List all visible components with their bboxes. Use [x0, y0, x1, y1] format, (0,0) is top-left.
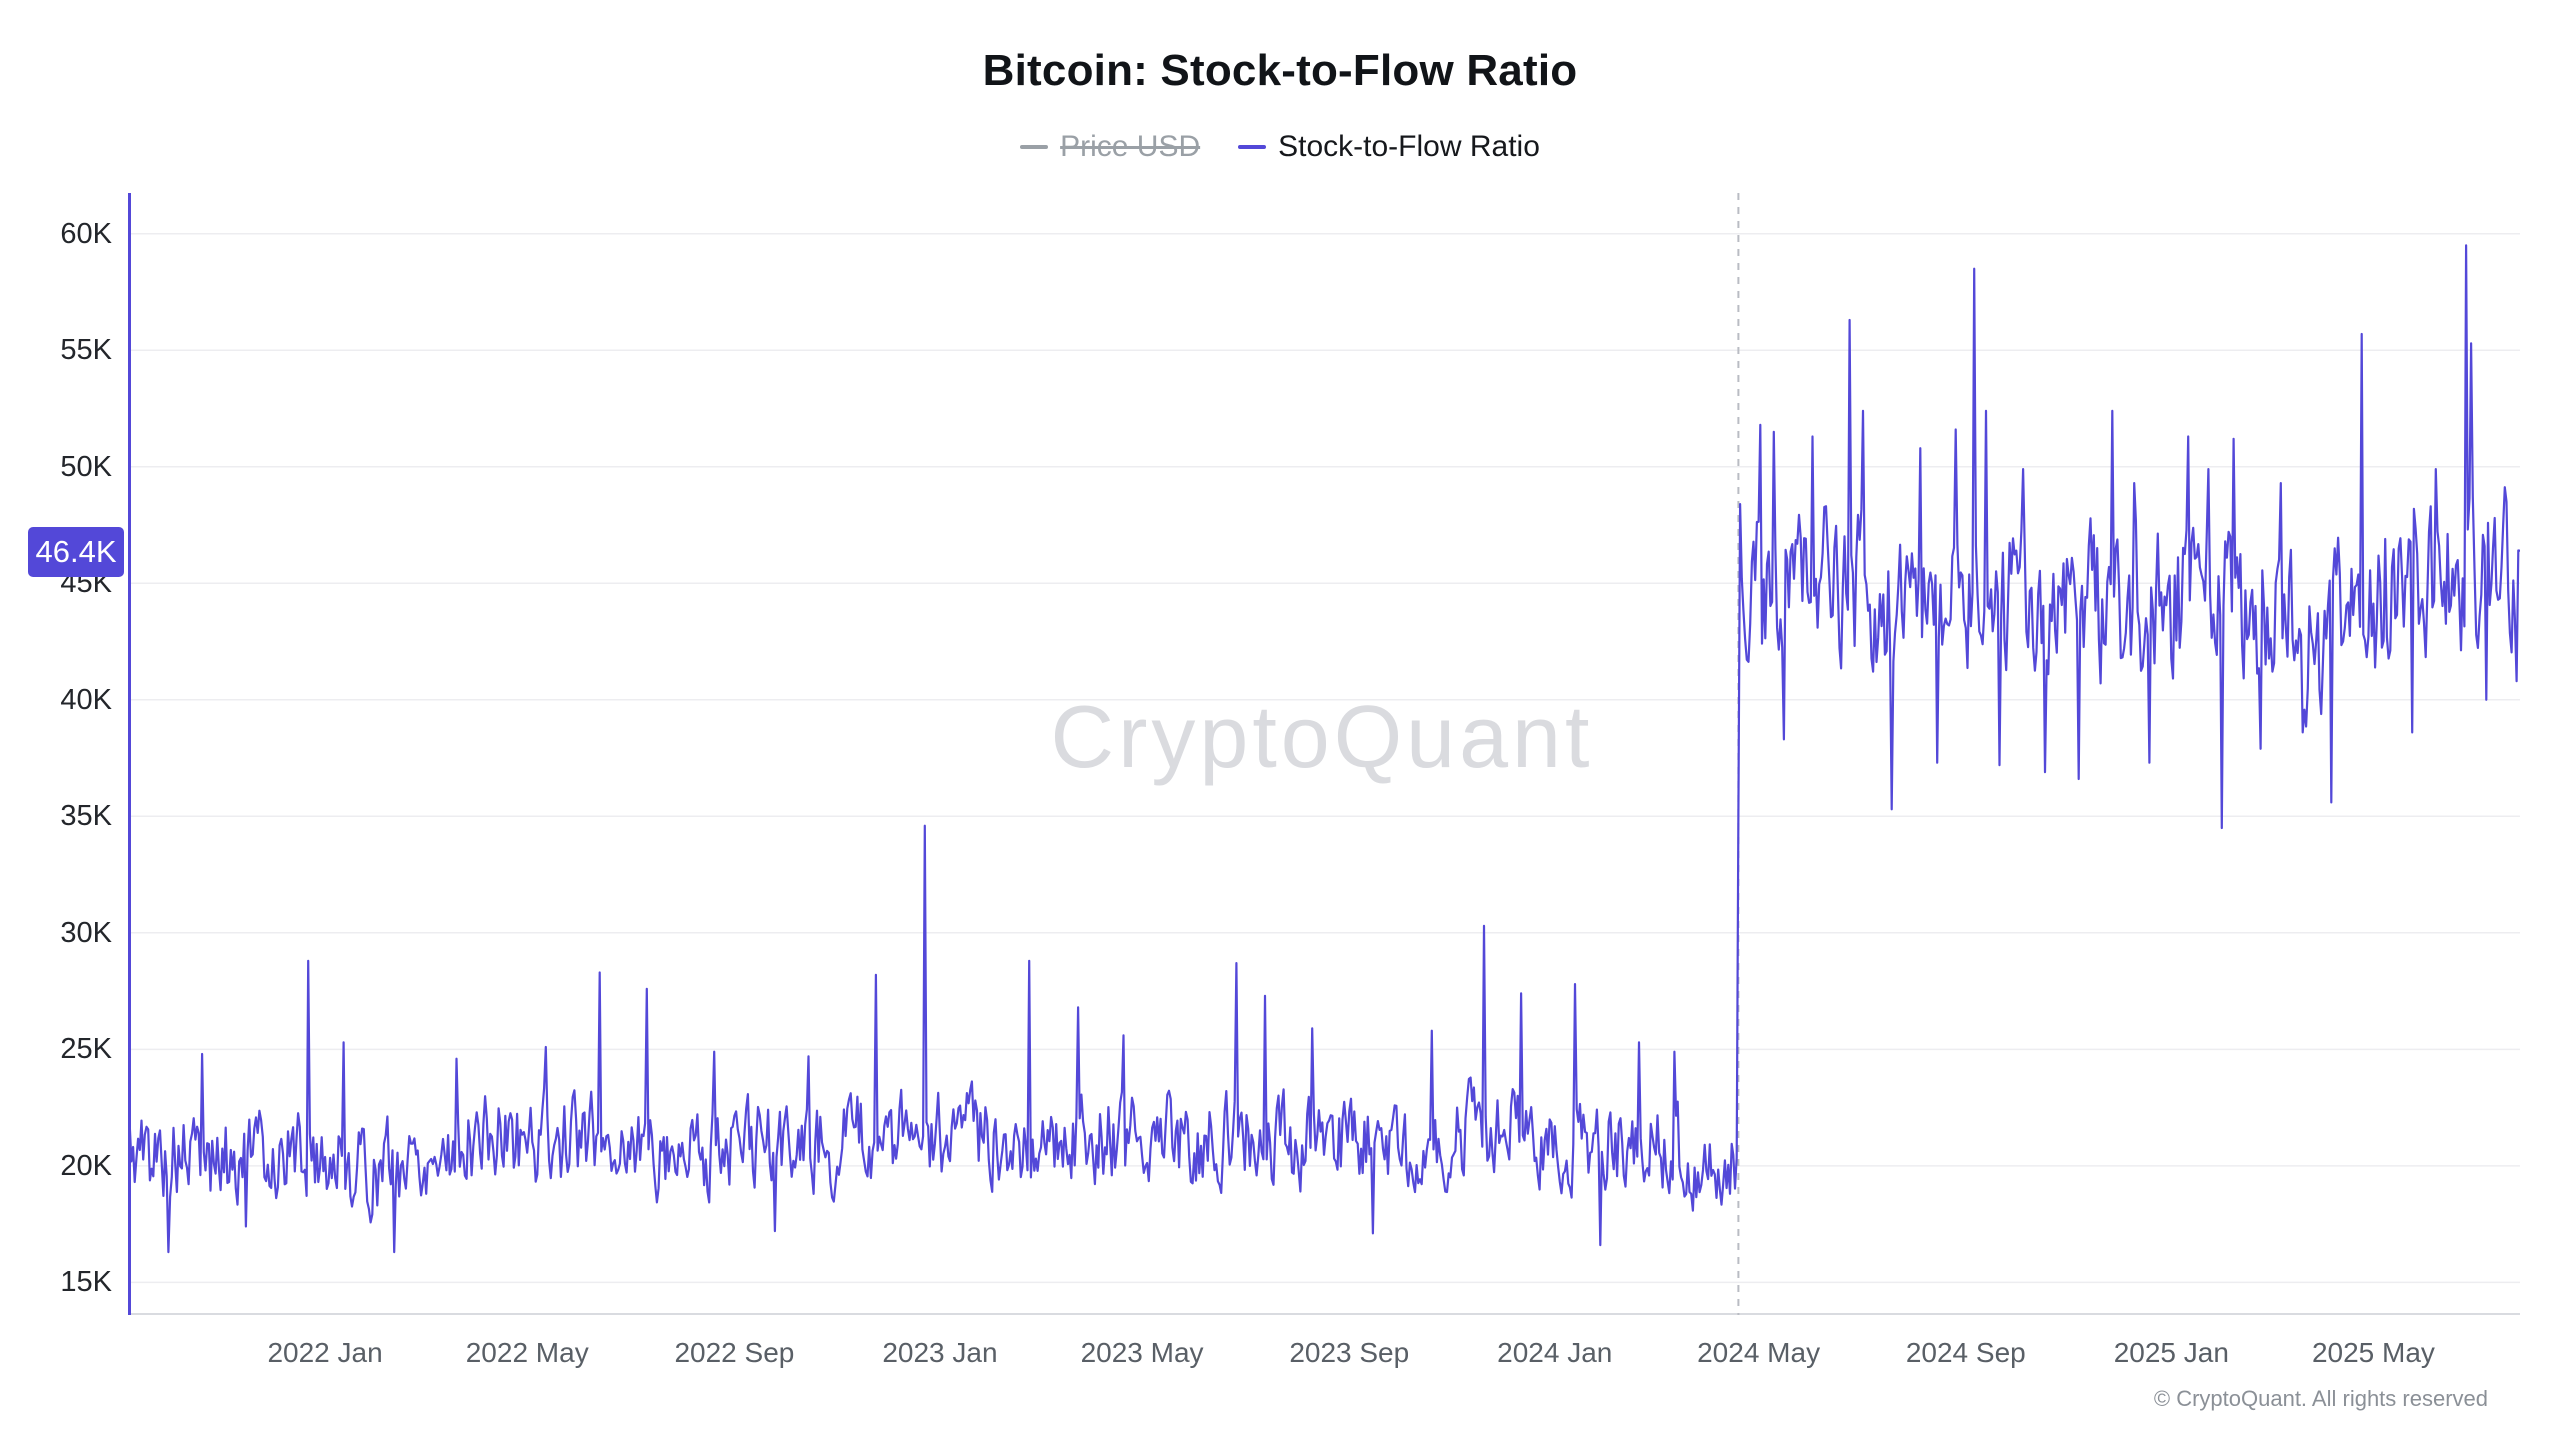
y-axis-label: 35K	[60, 800, 112, 833]
legend-label-stock-to-flow: Stock-to-Flow Ratio	[1278, 130, 1540, 163]
current-value-badge: 46.4K	[28, 527, 124, 577]
stock-to-flow-line-swatch	[1238, 145, 1267, 149]
x-axis-label: 2023 Sep	[1289, 1337, 1410, 1368]
y-axis-label: 40K	[60, 683, 112, 716]
y-axis-label: 20K	[60, 1149, 112, 1182]
x-axis-label: 2024 Sep	[1905, 1337, 2026, 1368]
chart-legend: Price USD Stock-to-Flow Ratio	[0, 130, 2560, 164]
x-axis-label: 2023 May	[1080, 1337, 1204, 1368]
x-axis-label: 2022 Sep	[674, 1337, 795, 1368]
x-axis-label: 2022 Jan	[267, 1337, 383, 1368]
y-axis-label: 15K	[60, 1266, 112, 1299]
copyright-notice: © CryptoQuant. All rights reserved	[2153, 1386, 2488, 1411]
y-axis-label: 30K	[60, 916, 112, 949]
x-axis-label: 2025 Jan	[2113, 1337, 2229, 1368]
x-axis-label: 2023 Jan	[882, 1337, 998, 1368]
chart-title: Bitcoin: Stock-to-Flow Ratio	[982, 46, 1578, 95]
legend-label-price-usd: Price USD	[1060, 130, 1201, 163]
y-axis-label: 60K	[60, 217, 112, 250]
price-usd-line-swatch	[1020, 145, 1049, 149]
y-axis-label: 25K	[60, 1033, 112, 1066]
cryptoquant-watermark: CryptoQuant	[1050, 686, 1594, 786]
legend-item-stock-to-flow[interactable]: Stock-to-Flow Ratio	[1238, 130, 1540, 164]
y-axis-label: 50K	[60, 450, 112, 483]
x-axis-label: 2022 May	[465, 1337, 589, 1368]
x-axis-label: 2024 May	[1697, 1337, 1821, 1368]
stock-to-flow-line	[128, 244, 2520, 1254]
x-axis-label: 2024 Jan	[1497, 1337, 1613, 1368]
y-axis-label: 55K	[60, 334, 112, 367]
legend-item-price-usd[interactable]: Price USD	[1020, 130, 1200, 164]
chart-canvas[interactable]	[128, 193, 2520, 1315]
x-axis-label: 2025 May	[2311, 1337, 2435, 1368]
